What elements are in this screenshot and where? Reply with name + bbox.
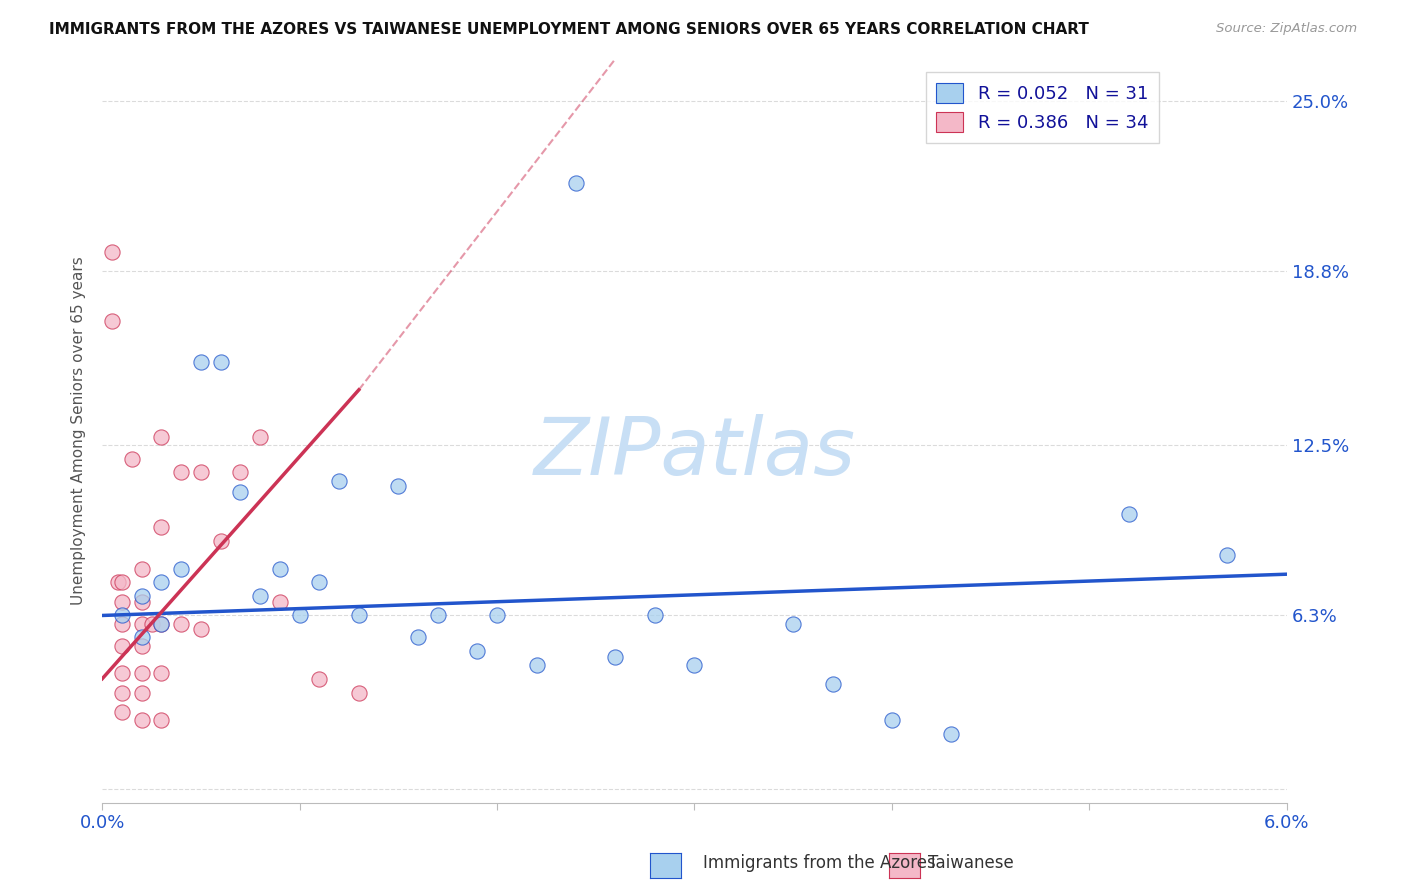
Text: Taiwanese: Taiwanese xyxy=(928,855,1014,872)
Point xyxy=(131,616,153,631)
Text: Immigrants from the Azores: Immigrants from the Azores xyxy=(703,855,936,872)
Point xyxy=(141,616,163,631)
Point xyxy=(111,616,134,631)
Point xyxy=(683,658,706,673)
Point xyxy=(939,727,962,741)
Point xyxy=(170,562,193,576)
Point xyxy=(821,677,844,691)
Point xyxy=(387,479,409,493)
Point xyxy=(880,713,903,727)
Point xyxy=(150,520,173,534)
Point xyxy=(170,466,193,480)
Point xyxy=(406,631,429,645)
Point xyxy=(107,575,129,590)
Point xyxy=(782,616,804,631)
Point xyxy=(150,616,173,631)
Point xyxy=(150,429,173,443)
Point xyxy=(131,666,153,681)
Text: Source: ZipAtlas.com: Source: ZipAtlas.com xyxy=(1216,22,1357,36)
Point xyxy=(269,595,291,609)
Point xyxy=(347,685,370,699)
Point xyxy=(209,534,232,549)
Point xyxy=(308,672,330,686)
Point xyxy=(229,466,252,480)
Text: ZIPatlas: ZIPatlas xyxy=(533,415,855,492)
Point xyxy=(131,595,153,609)
Point xyxy=(565,177,588,191)
Point xyxy=(465,644,488,658)
Point xyxy=(111,608,134,623)
Point xyxy=(150,666,173,681)
Point xyxy=(190,466,212,480)
Point xyxy=(121,451,143,466)
Point xyxy=(131,631,153,645)
Point xyxy=(190,355,212,369)
Point xyxy=(150,713,173,727)
Point xyxy=(347,608,370,623)
Point xyxy=(131,685,153,699)
Point xyxy=(131,639,153,653)
Legend: R = 0.052   N = 31, R = 0.386   N = 34: R = 0.052 N = 31, R = 0.386 N = 34 xyxy=(925,72,1159,143)
Point xyxy=(526,658,548,673)
Point xyxy=(308,575,330,590)
Point xyxy=(605,649,627,664)
Point xyxy=(328,474,350,488)
Point xyxy=(101,314,124,328)
Point xyxy=(101,245,124,260)
Point xyxy=(269,562,291,576)
Text: IMMIGRANTS FROM THE AZORES VS TAIWANESE UNEMPLOYMENT AMONG SENIORS OVER 65 YEARS: IMMIGRANTS FROM THE AZORES VS TAIWANESE … xyxy=(49,22,1090,37)
Point xyxy=(150,575,173,590)
Point xyxy=(111,685,134,699)
Point xyxy=(190,622,212,636)
Point xyxy=(288,608,311,623)
Point xyxy=(111,639,134,653)
Point xyxy=(111,666,134,681)
Point xyxy=(229,484,252,499)
Point xyxy=(111,595,134,609)
Point xyxy=(486,608,509,623)
Point xyxy=(131,589,153,603)
Point xyxy=(249,589,271,603)
Point xyxy=(150,616,173,631)
Point xyxy=(644,608,666,623)
Point xyxy=(1118,507,1140,521)
Point xyxy=(131,713,153,727)
Point xyxy=(131,562,153,576)
Point xyxy=(111,705,134,719)
Point xyxy=(170,616,193,631)
Point xyxy=(249,429,271,443)
Y-axis label: Unemployment Among Seniors over 65 years: Unemployment Among Seniors over 65 years xyxy=(72,257,86,606)
Point xyxy=(111,575,134,590)
Point xyxy=(209,355,232,369)
Point xyxy=(1216,548,1239,562)
Point xyxy=(426,608,449,623)
